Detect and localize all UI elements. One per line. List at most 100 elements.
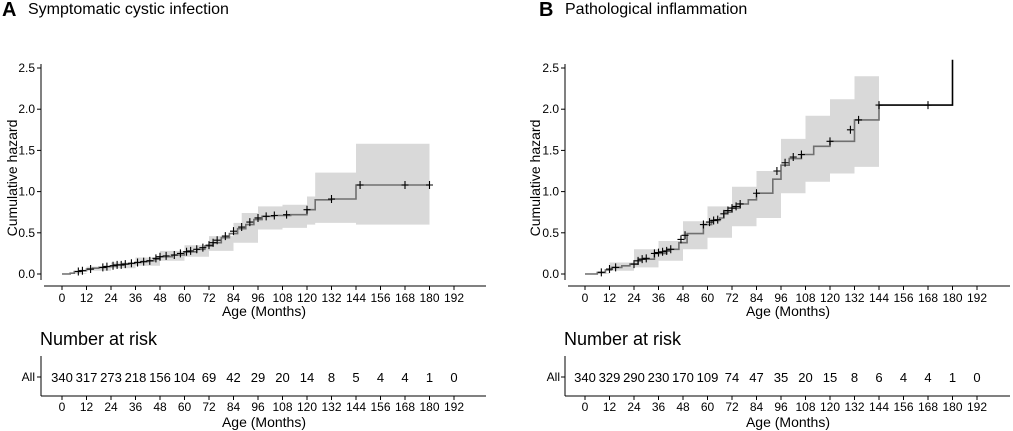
censor-mark xyxy=(638,255,646,264)
censor-mark xyxy=(152,254,160,263)
censor-mark xyxy=(205,241,213,250)
risk-x-tick-label: 144 xyxy=(346,400,366,414)
panel-b: B Pathological inflammation Cumulative h… xyxy=(527,0,1010,430)
censor-mark xyxy=(146,256,154,265)
x-tick-label: 36 xyxy=(129,291,143,305)
x-tick-label: 0 xyxy=(582,291,589,305)
risk-x-tick-label: 120 xyxy=(820,400,840,414)
hazard-plot: 0.0 0.5 1.0 1.5 2.0 2.5 0 12 24 36 48 60 72 84 96 108 12… xyxy=(542,59,1010,305)
censor-mark xyxy=(246,218,254,227)
x-tick-label: 96 xyxy=(774,291,788,305)
x-tick-label: 144 xyxy=(869,291,889,305)
censor-mark xyxy=(728,204,736,213)
censor-mark xyxy=(781,158,789,167)
censor-mark xyxy=(924,101,932,110)
x-tick-label: 72 xyxy=(725,291,739,305)
risk-x-tick-label: 120 xyxy=(297,400,317,414)
censor-mark xyxy=(642,254,650,263)
censor-mark xyxy=(176,249,184,258)
panel-a: A Symptomatic cystic infection Cumulativ… xyxy=(2,0,486,430)
censor-mark xyxy=(667,245,675,254)
censor-mark xyxy=(156,252,164,261)
risk-count: 15 xyxy=(823,370,837,385)
y-tick-label: 2.0 xyxy=(542,102,559,116)
censor-mark xyxy=(630,260,638,269)
x-tick-label: 192 xyxy=(444,291,464,305)
risk-x-tick-label: 48 xyxy=(676,400,690,414)
censor-mark xyxy=(773,167,781,175)
risk-count: 0 xyxy=(450,370,457,385)
risk-count: 317 xyxy=(76,370,98,385)
risk-count: 4 xyxy=(401,370,408,385)
risk-x-tick-label: 108 xyxy=(795,400,815,414)
y-tick-label: 1.5 xyxy=(18,143,35,157)
risk-x-tick-label: 84 xyxy=(227,400,241,414)
risk-x-tick-label: 0 xyxy=(59,400,66,414)
risk-x-tick-label: 72 xyxy=(202,400,216,414)
risk-x-tick-label: 192 xyxy=(967,400,987,414)
censor-mark xyxy=(193,245,201,254)
risk-x-tick-label: 0 xyxy=(582,400,589,414)
censor-mark xyxy=(254,213,262,222)
risk-count: 42 xyxy=(226,370,240,385)
censor-mark xyxy=(663,246,671,255)
censor-mark xyxy=(597,268,605,277)
censor-mark xyxy=(209,238,217,247)
risk-x-tick-label: 192 xyxy=(444,400,464,414)
censor-mark xyxy=(699,220,707,229)
y-tick-label: 0.0 xyxy=(18,267,35,281)
y-tick-label: 0.0 xyxy=(542,267,559,281)
risk-x-tick-label: 24 xyxy=(627,400,641,414)
censor-mark xyxy=(356,181,364,190)
risk-row-label: All xyxy=(547,370,560,384)
x-tick-label: 168 xyxy=(918,291,938,305)
censor-mark xyxy=(826,137,834,146)
hazard-step-line-tail xyxy=(879,59,954,106)
x-axis-label: Age (Months) xyxy=(222,303,306,319)
censor-mark xyxy=(677,235,685,244)
risk-x-tick-label: 60 xyxy=(178,400,192,414)
x-tick-label: 132 xyxy=(321,291,341,305)
x-tick-label: 60 xyxy=(701,291,715,305)
risk-count: 35 xyxy=(774,370,788,385)
x-tick-label: 156 xyxy=(370,291,390,305)
risk-x-tick-label: 84 xyxy=(750,400,764,414)
x-tick-label: 84 xyxy=(227,291,241,305)
hazard-plot: 0.0 0.5 1.0 1.5 2.0 2.5 0 12 24 36 48 60 72 84 96 108 12… xyxy=(18,61,486,305)
risk-table-title: Number at risk xyxy=(564,329,682,349)
risk-x-tick-label: 144 xyxy=(869,400,889,414)
censor-mark xyxy=(720,209,728,218)
x-tick-label: 120 xyxy=(820,291,840,305)
censor-mark xyxy=(855,115,863,124)
risk-x-tick-label: 12 xyxy=(603,400,617,414)
censor-mark xyxy=(187,246,195,255)
risk-x-tick-label: 96 xyxy=(774,400,788,414)
x-tick-label: 0 xyxy=(59,291,66,305)
y-tick-label: 2.5 xyxy=(18,61,35,75)
risk-x-axis-label: Age (Months) xyxy=(222,414,306,430)
x-tick-label: 84 xyxy=(750,291,764,305)
censor-mark xyxy=(127,259,135,268)
risk-count: 20 xyxy=(275,370,289,385)
censor-mark xyxy=(170,251,178,260)
risk-count: 340 xyxy=(574,370,596,385)
censor-mark xyxy=(87,265,95,274)
risk-count: 1 xyxy=(949,370,956,385)
censor-mark xyxy=(875,101,883,110)
risk-count: 74 xyxy=(725,370,739,385)
y-tick-label: 0.5 xyxy=(18,226,35,240)
risk-x-tick-label: 48 xyxy=(153,400,167,414)
risk-count: 5 xyxy=(352,370,359,385)
x-tick-label: 192 xyxy=(967,291,987,305)
risk-x-tick-label: 60 xyxy=(701,400,715,414)
censor-mark xyxy=(846,125,854,134)
censor-mark xyxy=(606,265,613,274)
censor-mark xyxy=(74,267,82,276)
risk-count: 273 xyxy=(100,370,122,385)
risk-x-tick-label: 96 xyxy=(251,400,265,414)
risk-count: 1 xyxy=(426,370,433,385)
censor-mark xyxy=(99,263,107,272)
censor-mark xyxy=(117,260,125,269)
x-tick-label: 24 xyxy=(627,291,641,305)
